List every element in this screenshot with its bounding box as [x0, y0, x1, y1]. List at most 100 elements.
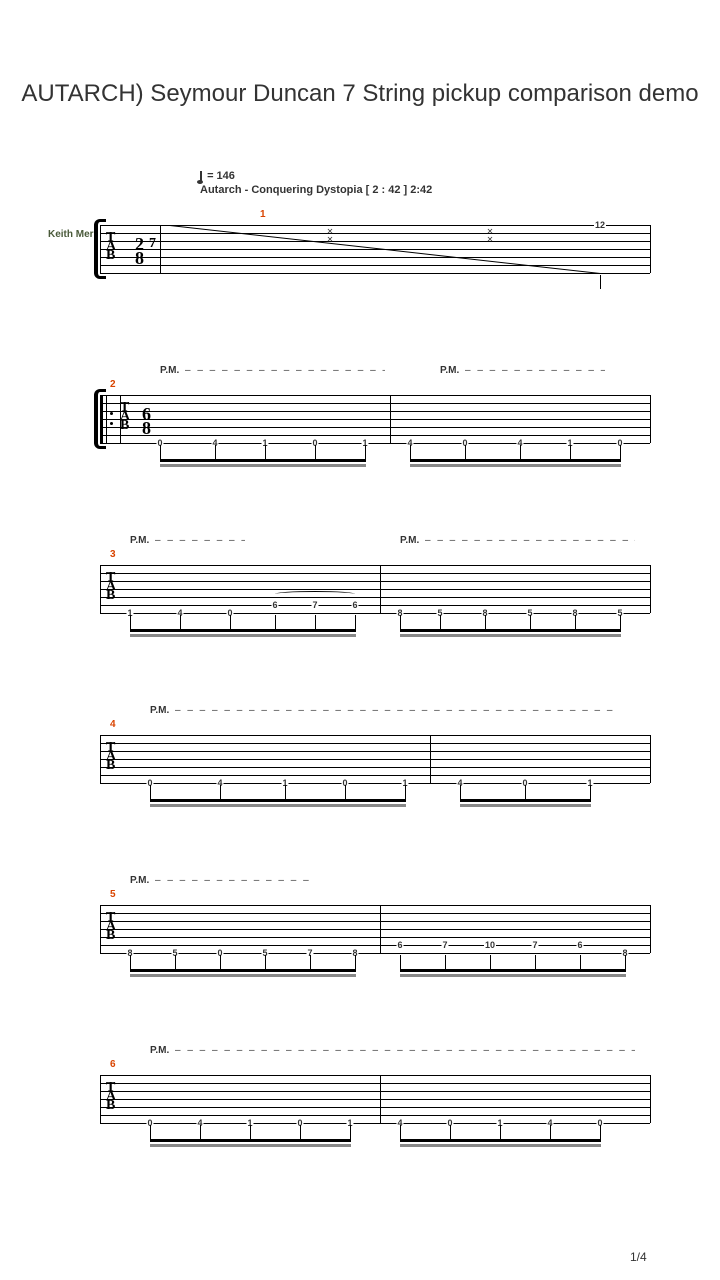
note-stem	[275, 615, 276, 629]
tab-clef: TAB	[120, 403, 130, 430]
repeat-barline	[100, 395, 103, 443]
time-signature: 28	[135, 237, 144, 265]
staff-line	[100, 565, 650, 566]
barline	[650, 565, 651, 613]
staff-line	[100, 241, 650, 242]
note-stem	[365, 445, 366, 459]
instrument-label: Keith Merr	[48, 229, 97, 240]
tab-clef: TAB	[106, 743, 116, 770]
fret-number: 7	[441, 940, 448, 950]
note-stem	[215, 445, 216, 459]
staff-line	[100, 775, 650, 776]
staff-line	[100, 395, 650, 396]
time-signature: 68	[142, 407, 151, 435]
beam-secondary	[150, 804, 406, 807]
barline	[380, 565, 381, 613]
beam-secondary	[400, 974, 626, 977]
staff-line	[100, 257, 650, 258]
note-stem	[465, 445, 466, 459]
note-stem	[310, 955, 311, 969]
bar-number: 5	[110, 889, 116, 900]
beam	[400, 1139, 601, 1142]
beam-secondary	[460, 804, 591, 807]
beam	[160, 459, 366, 462]
note-stem	[230, 615, 231, 629]
note-stem	[355, 955, 356, 969]
staff-line	[100, 265, 650, 266]
note-stem	[570, 445, 571, 459]
palm-mute-label: P.M.	[130, 875, 149, 886]
note-stem	[300, 1125, 301, 1139]
bar-number: 2	[110, 379, 116, 390]
beam-secondary	[400, 634, 621, 637]
note-stem	[265, 445, 266, 459]
beam	[150, 1139, 351, 1142]
barline	[430, 735, 431, 783]
palm-mute-label: P.M.	[130, 535, 149, 546]
note-stem	[315, 615, 316, 629]
beam-secondary	[410, 464, 621, 467]
ghost-note: ✕	[487, 235, 494, 244]
staff-line	[100, 573, 650, 574]
note-stem	[450, 1125, 451, 1139]
page-number: 1/4	[630, 1250, 647, 1264]
beam-secondary	[130, 634, 356, 637]
beam-secondary	[160, 464, 366, 467]
bar-number: 6	[110, 1059, 116, 1070]
tie	[275, 591, 355, 597]
note-stem	[575, 615, 576, 629]
staff-line	[100, 743, 650, 744]
barline	[100, 565, 101, 613]
note-stem	[345, 785, 346, 799]
note-stem	[500, 1125, 501, 1139]
note-stem	[445, 955, 446, 969]
tab-clef: TAB	[106, 913, 116, 940]
barline	[650, 225, 651, 273]
staff-line	[100, 411, 650, 412]
palm-mute-label: P.M.	[400, 535, 419, 546]
barline	[650, 905, 651, 953]
note-stem	[220, 785, 221, 799]
staff-line	[100, 1107, 650, 1108]
barline	[380, 1075, 381, 1123]
note-stem	[355, 615, 356, 629]
note-stem	[460, 785, 461, 799]
note-stem	[160, 445, 161, 459]
beam-secondary	[400, 1144, 601, 1147]
palm-mute-extent: ‒ ‒ ‒ ‒ ‒ ‒ ‒ ‒ ‒ ‒ ‒ ‒ ‒ ‒ ‒ ┤	[155, 875, 310, 886]
fret-number: 7	[311, 600, 318, 610]
note-stem	[150, 1125, 151, 1139]
staff-line	[100, 1115, 650, 1116]
quarter-note-icon	[200, 171, 202, 181]
beam	[150, 799, 406, 802]
note-stem	[580, 955, 581, 969]
barline	[650, 395, 651, 443]
fret-number: 6	[351, 600, 358, 610]
fret-number: 6	[576, 940, 583, 950]
note-stem	[405, 785, 406, 799]
staff-line	[100, 759, 650, 760]
staff-line	[100, 953, 650, 954]
beam-secondary	[130, 974, 356, 977]
note-stem	[490, 955, 491, 969]
staff-line	[100, 589, 650, 590]
note-stem	[410, 445, 411, 459]
note-stem	[600, 275, 601, 289]
barline	[650, 735, 651, 783]
staff-line	[100, 929, 650, 930]
fret-number: 7	[531, 940, 538, 950]
beam	[400, 969, 626, 972]
fret-number: 10	[484, 940, 496, 950]
staff-line	[100, 945, 650, 946]
tab-clef: TAB	[106, 233, 116, 260]
system-bracket	[94, 395, 98, 443]
note-stem	[620, 445, 621, 459]
note-stem	[440, 615, 441, 629]
note-stem	[180, 615, 181, 629]
beam	[400, 629, 621, 632]
palm-mute-extent: ‒ ‒ ‒ ‒ ‒ ‒ ‒ ‒ ‒ ‒ ‒ ‒ ‒ ‒ ‒ ‒ ‒ ‒ ‒ ‒ …	[425, 535, 635, 546]
fret-number: 12	[594, 220, 606, 230]
tempo-value: = 146	[207, 170, 235, 182]
beam	[130, 969, 356, 972]
staff-line	[100, 921, 650, 922]
